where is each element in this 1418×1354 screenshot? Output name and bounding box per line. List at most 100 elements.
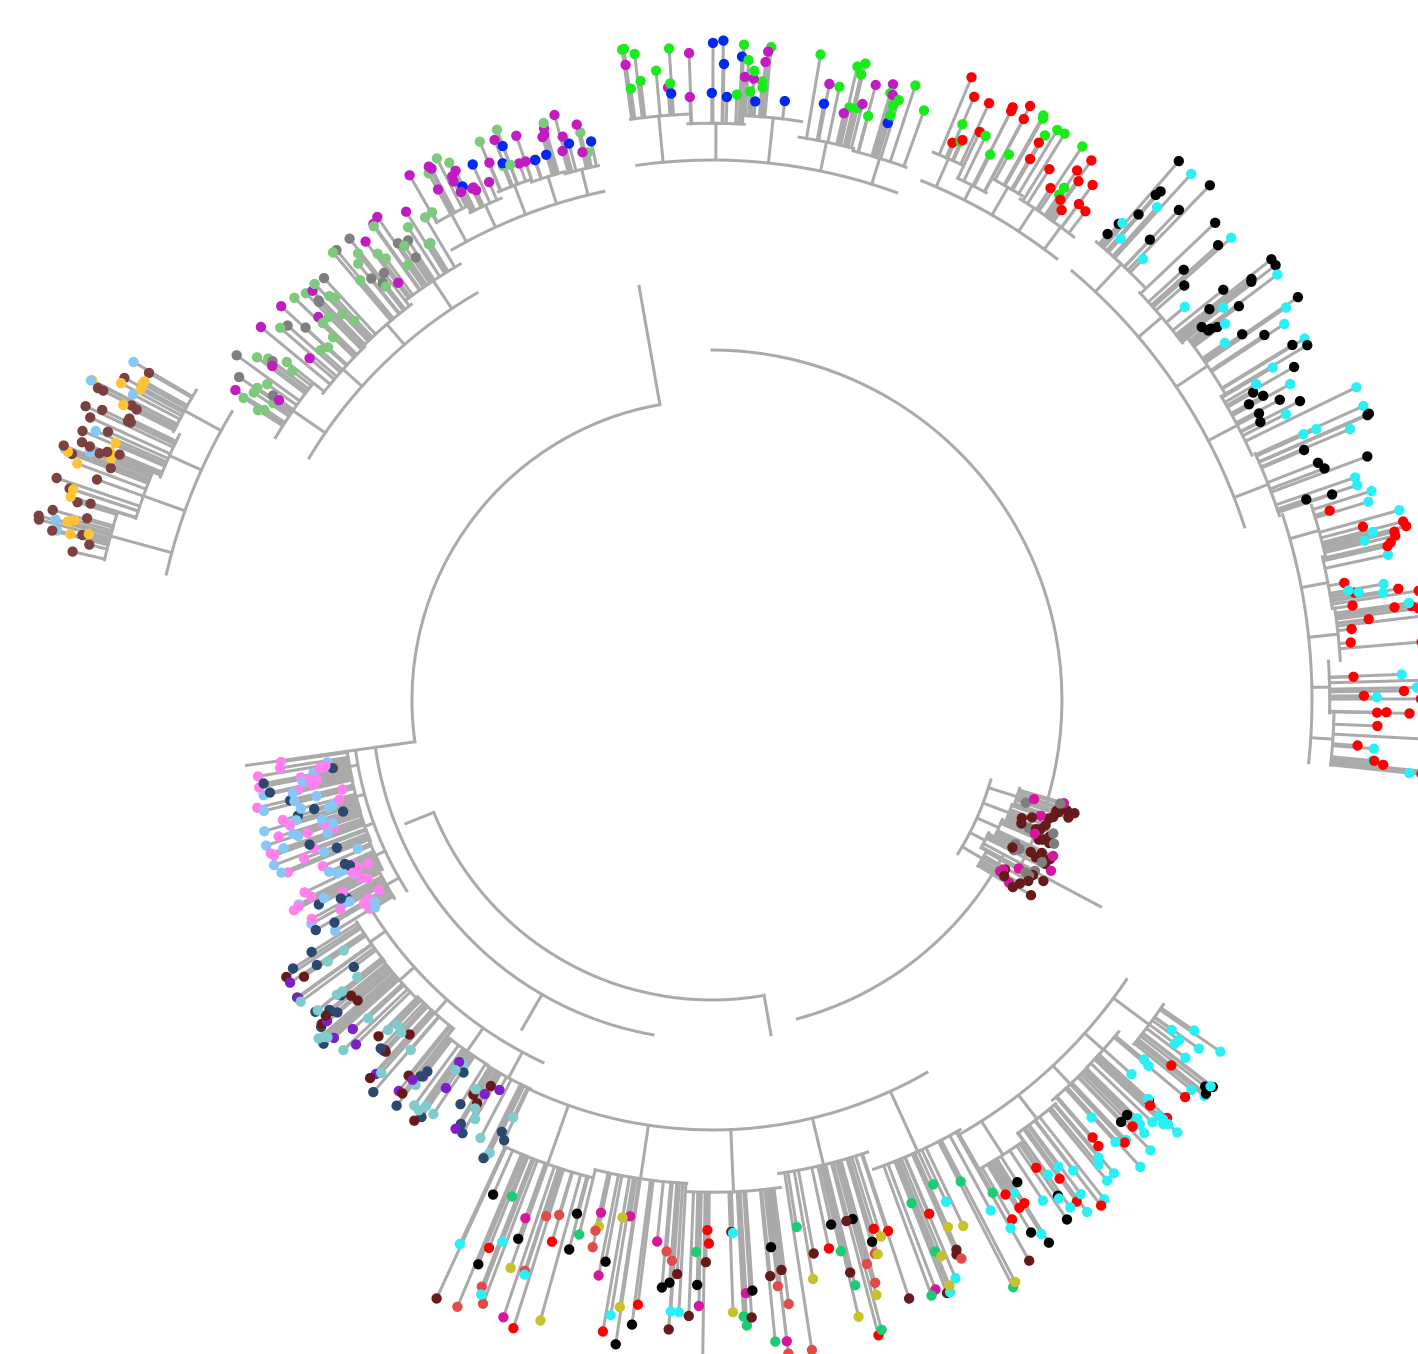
tip-point: [1080, 206, 1091, 217]
tip-point: [318, 272, 330, 284]
subclade-branch: [340, 367, 365, 389]
tip-point: [783, 1298, 794, 1310]
tip-point: [855, 69, 867, 80]
tip-point: [779, 95, 790, 107]
leaf-branch: [1014, 1143, 1070, 1222]
tip-point: [1267, 362, 1279, 373]
tip-point: [1133, 209, 1144, 220]
clade-base-arc: [164, 409, 235, 576]
leaf-branch: [491, 1148, 515, 1197]
tip-point: [1037, 113, 1049, 124]
leaf-branch: [1328, 710, 1412, 715]
tip-point: [706, 87, 717, 99]
leaf-branch: [54, 476, 142, 509]
leaf-branch: [106, 429, 171, 461]
tip-point: [903, 1293, 915, 1304]
leaf-branch: [1334, 606, 1418, 621]
tip-point: [506, 1191, 518, 1202]
leaf-branch: [916, 1149, 936, 1187]
leaf-branch: [1329, 755, 1376, 763]
subclade-arc: [991, 177, 1025, 198]
tip-point: [1248, 387, 1259, 398]
leaf-branch: [118, 381, 184, 418]
tip-point: [1000, 1189, 1011, 1200]
tip-point: [1219, 318, 1231, 329]
leaf-branch: [122, 375, 187, 413]
leaf-branch: [744, 1189, 754, 1293]
tip-point: [595, 1207, 607, 1218]
leaf-branch: [88, 501, 138, 520]
leaf-branch: [316, 298, 367, 350]
leaf-branch: [254, 355, 308, 396]
tip-point: [51, 472, 62, 484]
tip-point: [983, 98, 995, 109]
leaf-branch: [399, 1003, 429, 1035]
tip-point: [450, 165, 461, 176]
tip-point: [546, 1236, 558, 1247]
leaf-branch: [1075, 1074, 1124, 1125]
subclade-branch: [1307, 632, 1340, 639]
leaf-branch: [1036, 144, 1085, 214]
tip-point: [1381, 707, 1392, 718]
leaf-branch: [1150, 1018, 1182, 1043]
tip-point: [1394, 505, 1405, 516]
tip-point: [673, 1307, 685, 1318]
leaf-branch: [284, 926, 363, 980]
leaf-branch: [1268, 466, 1327, 491]
tip-point: [50, 514, 61, 525]
leaf-branch: [831, 1160, 881, 1338]
tip-point: [324, 290, 335, 302]
leaf-branch: [1053, 1102, 1117, 1176]
leaf-branch: [853, 1154, 883, 1239]
tip-point: [632, 1299, 644, 1310]
tip-point: [1382, 549, 1394, 560]
tip-point: [1029, 828, 1041, 839]
tip-point: [230, 384, 241, 396]
tip-point: [666, 88, 677, 99]
tip-point: [1093, 1140, 1104, 1152]
backbone-arc: [373, 745, 655, 1037]
tip-point: [1366, 485, 1377, 497]
tip-point: [1087, 179, 1098, 191]
tip-point: [1324, 505, 1335, 516]
tip-point: [115, 378, 127, 389]
tip-point: [783, 1348, 794, 1354]
subclade-branch: [1136, 315, 1164, 340]
leaf-branch: [426, 242, 449, 275]
tip-point: [287, 365, 298, 377]
tip-point: [84, 441, 96, 452]
tip-point: [1358, 400, 1369, 412]
leaf-branch: [955, 1129, 995, 1195]
leaf-branch: [620, 1175, 632, 1220]
tip-point: [999, 870, 1010, 882]
tip-point: [575, 127, 586, 138]
leaf-branch: [331, 977, 402, 1041]
tip-point: [84, 539, 95, 550]
tip-point: [85, 412, 96, 423]
leaf-branch: [1033, 1118, 1104, 1208]
tip-point: [344, 896, 355, 907]
tip-point: [985, 1205, 996, 1216]
tip-point: [298, 971, 310, 982]
subclade-arc: [1326, 659, 1332, 715]
tip-point: [1038, 875, 1049, 887]
tip-point: [258, 805, 270, 817]
subclade-branch: [1016, 1092, 1040, 1122]
leaf-branch: [487, 1154, 529, 1250]
leaf-branch: [296, 942, 375, 1000]
leaf-branch: [1329, 763, 1412, 775]
tip-point: [1378, 578, 1389, 590]
leaf-branch: [315, 771, 353, 782]
leaf-branch: [1259, 448, 1307, 470]
tip-point: [105, 463, 117, 474]
leaf-branch: [140, 381, 189, 411]
tip-point: [707, 37, 719, 49]
tip-point: [1353, 586, 1364, 598]
tip-point: [563, 138, 575, 149]
tip-point: [835, 1246, 846, 1257]
subclade-branch: [1299, 580, 1330, 590]
leaf-branch: [298, 945, 377, 1004]
tip-point: [369, 902, 381, 913]
tip-point: [404, 170, 415, 181]
tip-point: [284, 977, 296, 988]
